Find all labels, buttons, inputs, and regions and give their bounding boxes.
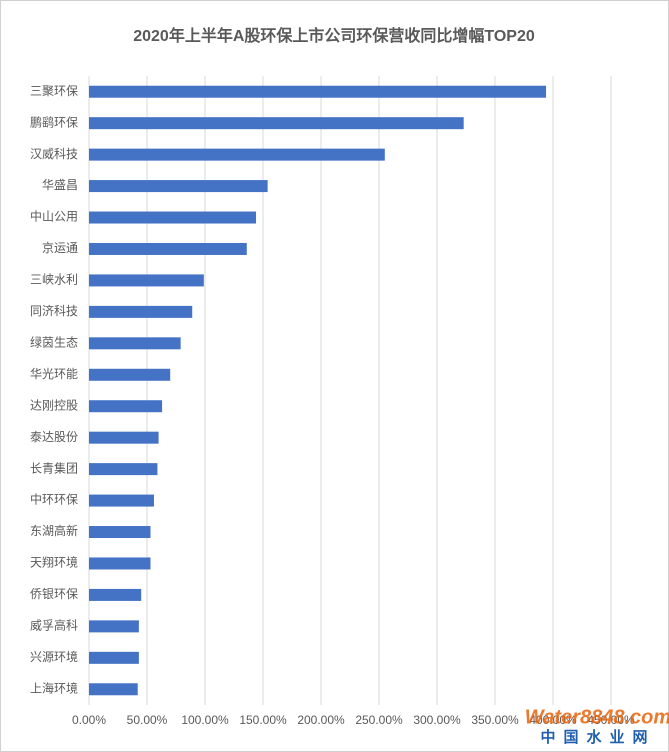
y-tick-label: 中山公用 <box>30 209 78 224</box>
y-tick-label: 同济科技 <box>30 303 78 318</box>
watermark-sub: 中国水业网 <box>540 728 655 746</box>
x-tick-label: 50.00% <box>127 713 168 727</box>
bar <box>89 463 158 476</box>
bar <box>89 683 138 696</box>
y-tick-label: 长青集团 <box>30 460 78 475</box>
y-tick-label: 汉威科技 <box>30 147 78 161</box>
x-tick-label: 450.00% <box>587 713 635 727</box>
bar <box>89 180 268 193</box>
bar <box>89 368 171 381</box>
y-tick-label: 兴源环境 <box>30 649 78 664</box>
y-tick-label: 京运通 <box>42 241 78 255</box>
bar <box>89 305 193 318</box>
y-tick-label: 三峡水利 <box>30 273 78 287</box>
bar <box>89 211 257 224</box>
chart-title: 2020年上半年A股环保上市公司环保营收同比增幅TOP20 <box>133 26 535 45</box>
bar <box>89 337 181 350</box>
y-tick-label: 威孚高科 <box>30 618 78 633</box>
y-tick-label: 达刚控股 <box>30 398 78 412</box>
bar <box>89 494 154 507</box>
bar <box>89 148 385 161</box>
bar <box>89 85 547 98</box>
y-tick-label: 中环环保 <box>30 492 78 507</box>
bar <box>89 117 464 130</box>
bar <box>89 242 247 255</box>
x-tick-label: 200.00% <box>297 713 345 727</box>
y-tick-label: 华光环能 <box>30 367 78 381</box>
bar <box>89 431 159 444</box>
y-tick-label: 天翔环境 <box>30 555 78 570</box>
x-tick-label: 400.00% <box>529 713 577 727</box>
bar <box>89 620 139 633</box>
watermark: Water8848.com <box>525 706 669 728</box>
x-tick-label: 350.00% <box>471 713 519 727</box>
bar <box>89 400 163 413</box>
y-tick-label: 上海环境 <box>30 680 78 695</box>
bar <box>89 274 204 287</box>
y-tick-label: 华盛昌 <box>42 177 78 192</box>
x-tick-label: 250.00% <box>355 713 403 727</box>
bar <box>89 651 139 664</box>
y-tick-label: 泰达股份 <box>30 430 78 444</box>
bar <box>89 557 151 570</box>
y-tick-label: 东湖高新 <box>30 523 78 538</box>
x-tick-label: 300.00% <box>413 713 461 727</box>
y-tick-label: 侨银环保 <box>30 587 78 601</box>
x-tick-label: 150.00% <box>239 713 287 727</box>
y-tick-label: 鹏鹞环保 <box>30 114 78 129</box>
y-tick-label: 绿茵生态 <box>30 334 78 349</box>
y-tick-label: 三聚环保 <box>30 84 78 98</box>
bar <box>89 588 142 601</box>
x-tick-label: 0.00% <box>72 713 106 727</box>
bar <box>89 526 151 539</box>
x-tick-label: 100.00% <box>181 713 229 727</box>
